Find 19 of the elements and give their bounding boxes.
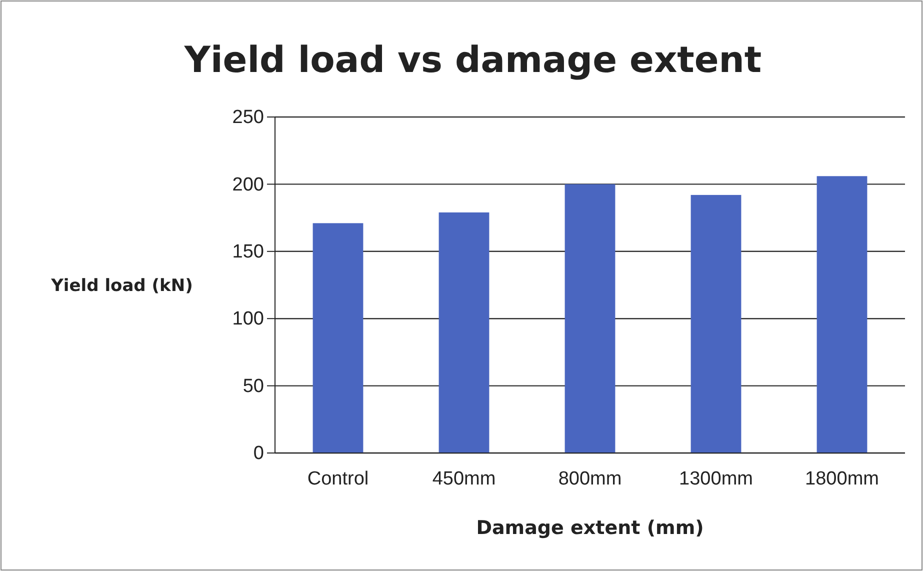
x-axis-title: Damage extent (mm): [476, 517, 704, 539]
y-tick-label: 0: [253, 443, 264, 464]
x-tick-label: 450mm: [432, 468, 496, 490]
x-tick-label: 800mm: [558, 468, 622, 490]
bar: [438, 212, 490, 453]
y-tick-label: 100: [232, 308, 264, 330]
y-tick-label: 250: [232, 107, 264, 128]
chart-title: Yield load vs damage extent: [183, 40, 762, 81]
bar: [690, 194, 742, 453]
y-tick-label: 150: [232, 241, 264, 262]
bar: [564, 184, 616, 453]
x-tick-label: 1800mm: [805, 468, 879, 490]
y-tick-label: 200: [232, 174, 264, 196]
y-tick-label: 50: [242, 376, 264, 397]
x-tick-label: Control: [307, 468, 369, 490]
bar: [312, 223, 364, 453]
bar: [816, 176, 868, 453]
y-axis-title: Yield load (kN): [50, 276, 193, 296]
x-tick-label: 1300mm: [679, 468, 753, 490]
